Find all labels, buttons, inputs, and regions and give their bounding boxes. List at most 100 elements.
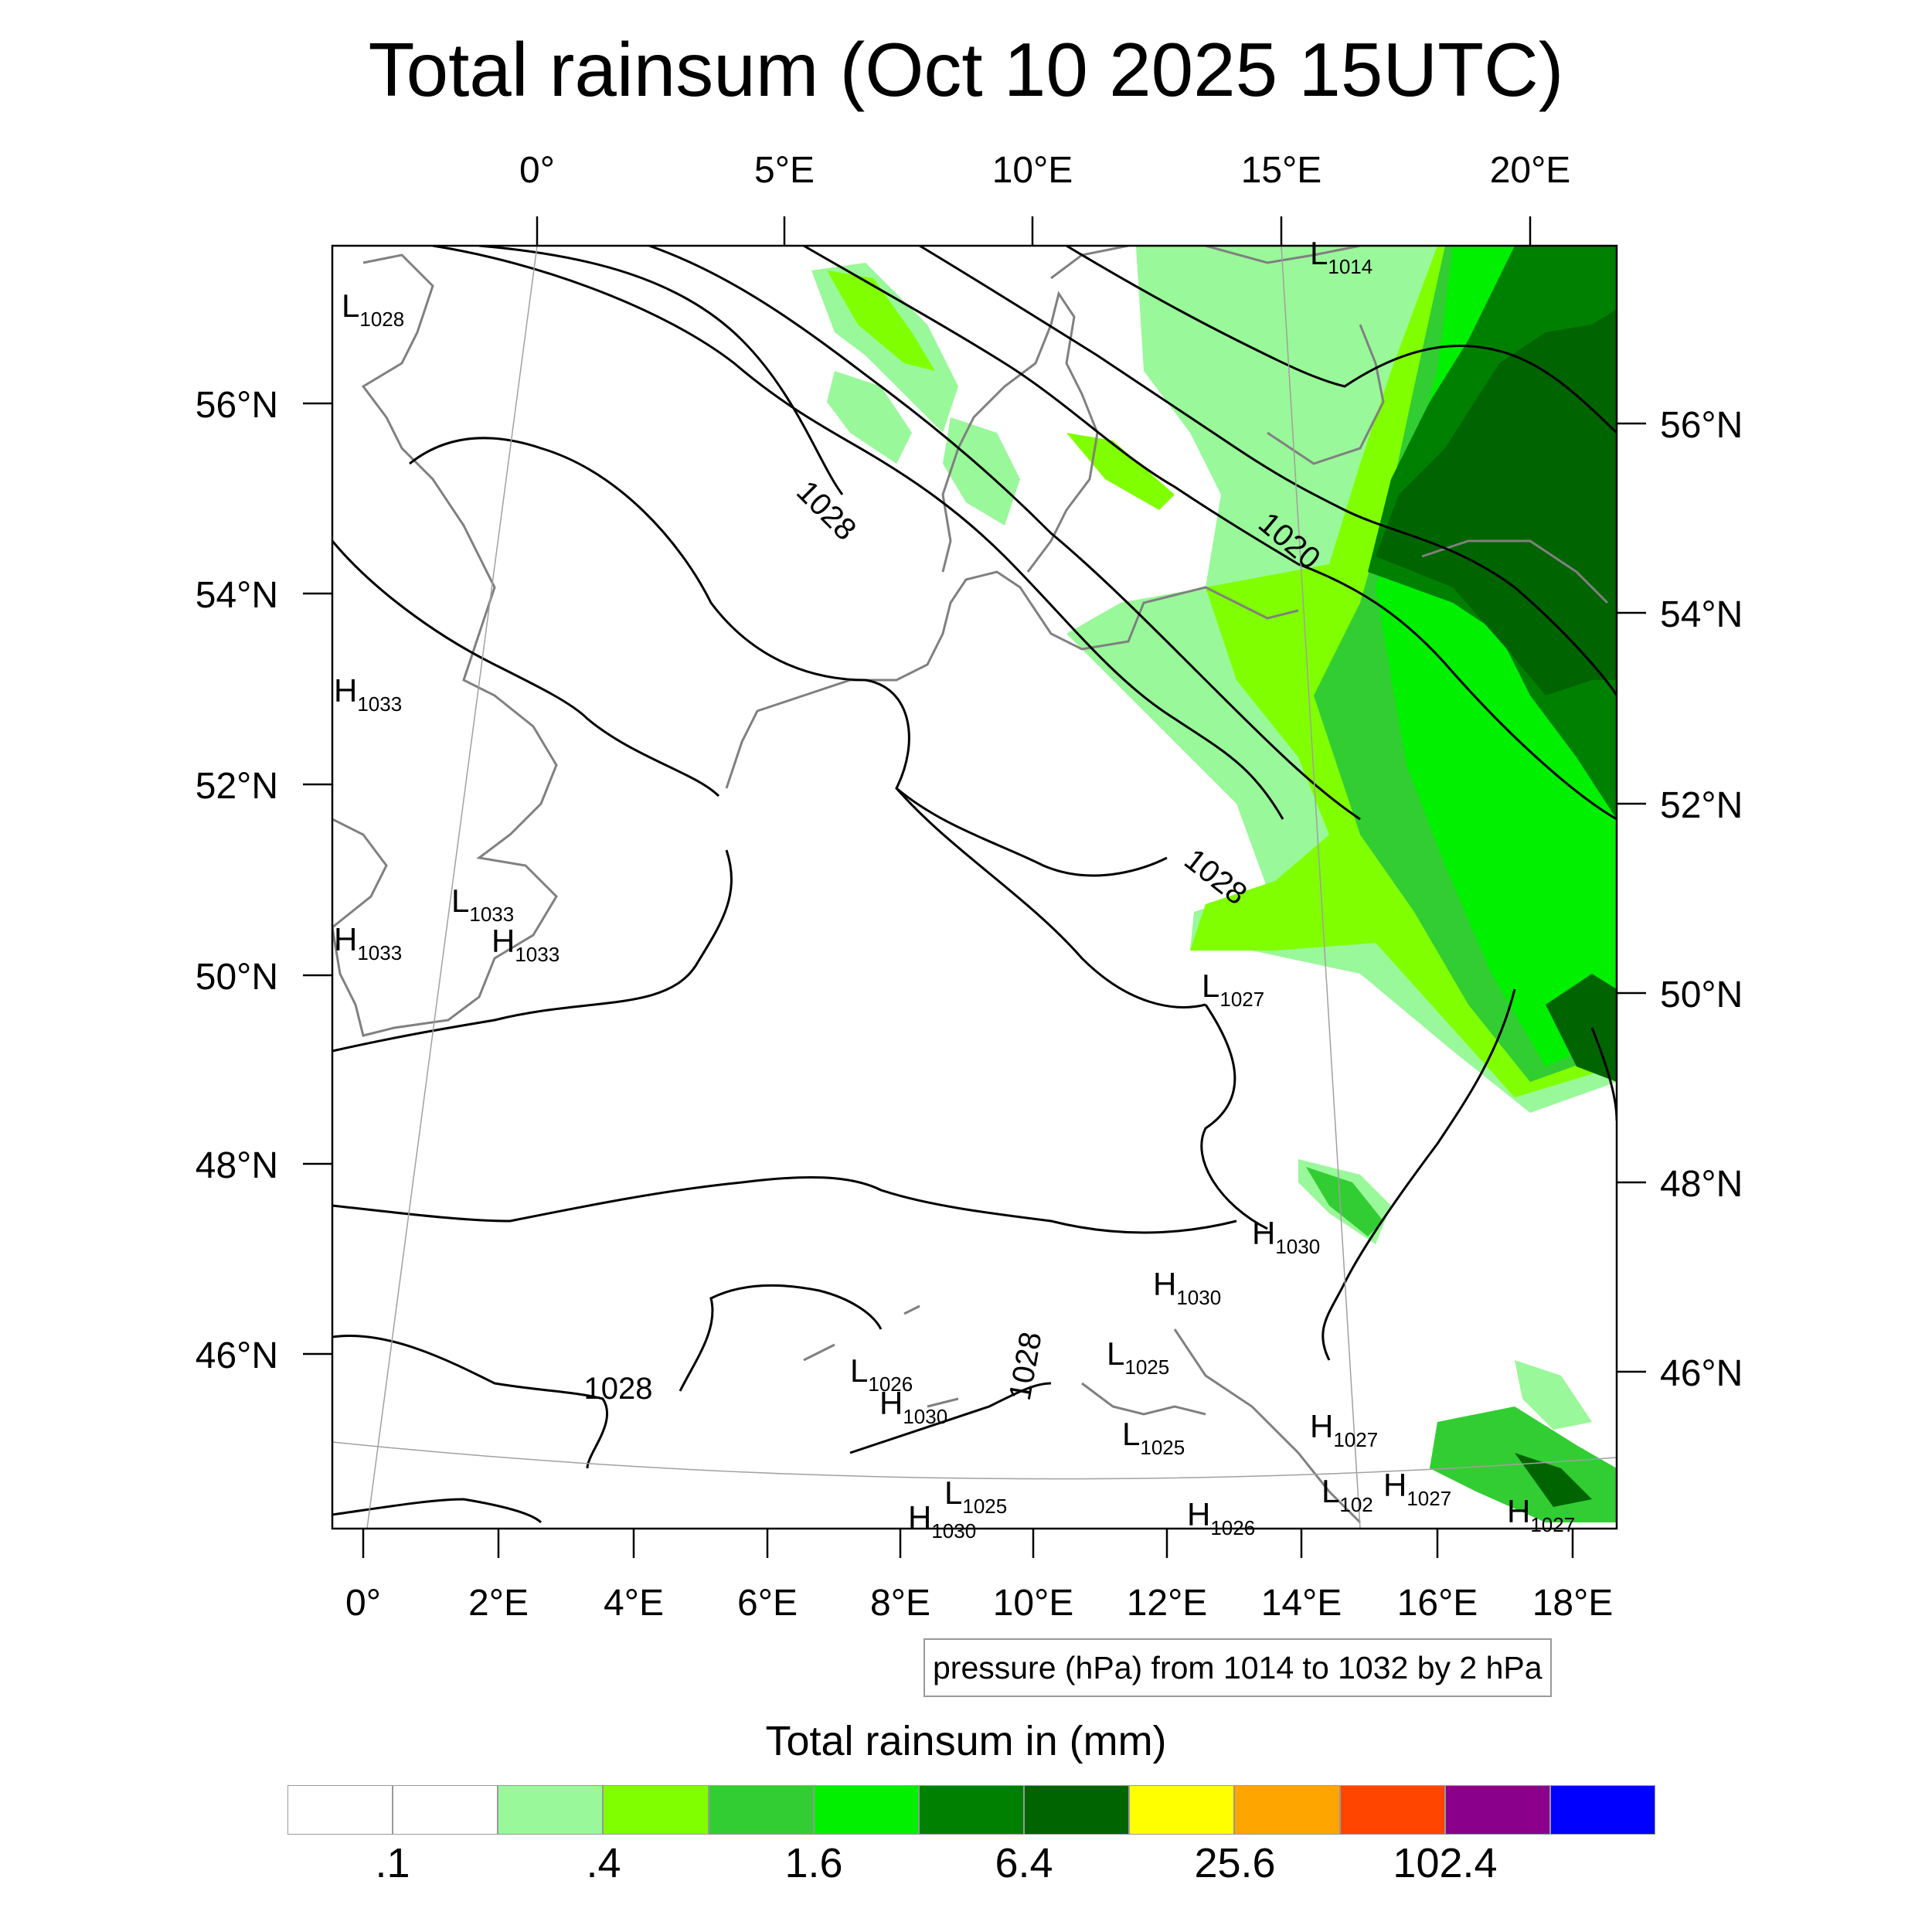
pressure-center: L1033	[451, 883, 514, 926]
coast-britain	[332, 253, 558, 1037]
right-lat-label: 50°N	[1660, 975, 1743, 1015]
pressure-center: H1027	[1507, 1493, 1575, 1536]
left-lat-label: 56°N	[196, 385, 278, 426]
isobar-1024	[432, 246, 1284, 820]
pressure-center: L1028	[342, 287, 404, 331]
bottom-lon-label: 16°E	[1397, 1583, 1478, 1624]
top-lon-label: 0°	[519, 150, 555, 191]
pressure-center: H1026	[1187, 1496, 1255, 1539]
colorbar-label: .4	[586, 1840, 621, 1886]
bottom-lon-label: 4°E	[604, 1583, 664, 1624]
right-lat-label: 48°N	[1660, 1164, 1743, 1205]
rain-field	[811, 246, 1617, 1522]
isobar-alps	[679, 1284, 883, 1392]
isobar-label: 1028	[790, 474, 862, 547]
bottom-lon-label: 10°E	[993, 1583, 1074, 1624]
bottom-lon-label: 2°E	[468, 1583, 529, 1624]
pressure-center: H1030	[1252, 1215, 1320, 1258]
pressure-center: H1027	[1383, 1467, 1451, 1510]
top-lon-label: 10°E	[992, 150, 1073, 191]
pressure-center: L1025	[944, 1475, 1007, 1518]
colorbar-box	[393, 1785, 498, 1835]
isobar-1028-mid	[409, 437, 1168, 877]
coast-denmark	[941, 291, 1099, 573]
pressure-center: L1014	[1310, 235, 1372, 278]
left-lat-label: 54°N	[196, 575, 278, 616]
pressure-centers: L1028 L1014 H1033 L1033 H1033 H1033 L102…	[334, 235, 1575, 1543]
tick-marks	[303, 216, 1646, 1558]
pressure-center: H1033	[334, 921, 402, 964]
graticule	[332, 246, 1617, 1529]
top-lon-labels: 0° 5°E 10°E 15°E 20°E	[519, 150, 1570, 191]
isobar-1020	[803, 246, 1617, 821]
top-lon-label: 20°E	[1490, 150, 1571, 191]
isobar-alps2	[849, 1382, 1052, 1454]
pressure-center: H1030	[879, 1385, 947, 1428]
colorbar-box	[708, 1785, 814, 1835]
left-lat-label: 48°N	[196, 1145, 278, 1186]
left-lat-labels: 56°N 54°N 52°N 50°N 48°N 46°N	[196, 385, 278, 1376]
pressure-center: H1027	[1310, 1408, 1378, 1451]
isobar-1026-east	[1200, 1004, 1268, 1230]
isobar-1028-center	[895, 787, 1206, 1009]
pressure-center: H1033	[492, 923, 560, 966]
colorbar-label: 25.6	[1194, 1840, 1276, 1886]
pressure-center: H1030	[1153, 1266, 1221, 1309]
pressure-center: H1033	[334, 672, 402, 716]
rain-se-dark	[1515, 1453, 1592, 1507]
isobar-southwest	[332, 1498, 543, 1524]
right-lat-labels: 56°N 54°N 52°N 50°N 48°N 46°N	[1660, 405, 1743, 1394]
coast-italy-north	[1081, 1382, 1206, 1416]
isobar-1030-south	[332, 1175, 1237, 1234]
pressure-center: L1025	[1107, 1335, 1169, 1379]
coast-baltic	[1421, 539, 1609, 604]
pressure-center: L1027	[1202, 968, 1264, 1011]
left-lat-label: 46°N	[196, 1335, 278, 1376]
rain-central-streak2	[1306, 1167, 1383, 1236]
bottom-lon-labels: 0° 2°E 4°E 6°E 8°E 10°E 12°E 14°E 16°E 1…	[345, 1583, 1613, 1624]
bottom-lon-label: 14°E	[1261, 1583, 1342, 1624]
rain-nw-stripes3	[943, 417, 1020, 526]
colorbar-box	[1549, 1785, 1656, 1835]
isobar-1018	[919, 246, 1617, 696]
rain-nw-stripes2	[827, 371, 912, 464]
top-lon-label: 15°E	[1241, 150, 1322, 191]
left-lat-label: 50°N	[196, 957, 278, 998]
colorbar-label: 6.4	[995, 1840, 1053, 1886]
colorbar	[287, 1785, 1656, 1835]
isobar-1022	[648, 246, 1361, 821]
right-lat-label: 52°N	[1660, 785, 1743, 826]
bottom-lon-label: 8°E	[870, 1583, 930, 1624]
isobar-1028-north	[478, 246, 844, 495]
coast-adriatic	[1173, 1328, 1362, 1524]
colorbar-box	[498, 1785, 604, 1835]
rain-se-patch2	[1515, 1360, 1592, 1430]
rain-core-dark3	[1546, 974, 1617, 1082]
left-lat-label: 52°N	[196, 766, 278, 807]
colorbar-label: .1	[375, 1840, 410, 1886]
right-lat-label: 56°N	[1660, 405, 1743, 446]
colorbar-label: 102.4	[1393, 1840, 1498, 1886]
contour-info-note: pressure (hPa) from 1014 to 1032 by 2 hP…	[923, 1638, 1552, 1697]
pressure-center: H1030	[908, 1499, 976, 1543]
map-frame	[331, 244, 1618, 1530]
colorbar-box	[918, 1785, 1025, 1835]
isobar-label: 1028	[584, 1372, 653, 1406]
rain-nw-stripes4	[1066, 433, 1175, 510]
coast-alps-lakes	[803, 1304, 959, 1408]
bottom-lon-label: 6°E	[737, 1583, 798, 1624]
isobar-east-trough2	[1321, 988, 1516, 1361]
colorbar-box	[1444, 1785, 1550, 1835]
top-lon-label: 5°E	[754, 150, 815, 191]
rain-core-dark2	[1376, 309, 1617, 696]
right-lat-label: 46°N	[1660, 1353, 1743, 1394]
pressure-center: L1026	[850, 1352, 913, 1396]
colorbar-labels: .1 .4 1.6 6.4 25.6 102.4	[287, 1839, 1655, 1893]
colorbar-box	[1129, 1785, 1235, 1835]
coastlines	[332, 246, 1609, 1524]
chart-title: Total rainsum (Oct 10 2025 15UTC)	[368, 27, 1564, 112]
coast-continent	[725, 570, 1299, 789]
colorbar-title: Total rainsum in (mm)	[765, 1718, 1167, 1764]
rain-nw-stripes-lime	[827, 270, 935, 371]
